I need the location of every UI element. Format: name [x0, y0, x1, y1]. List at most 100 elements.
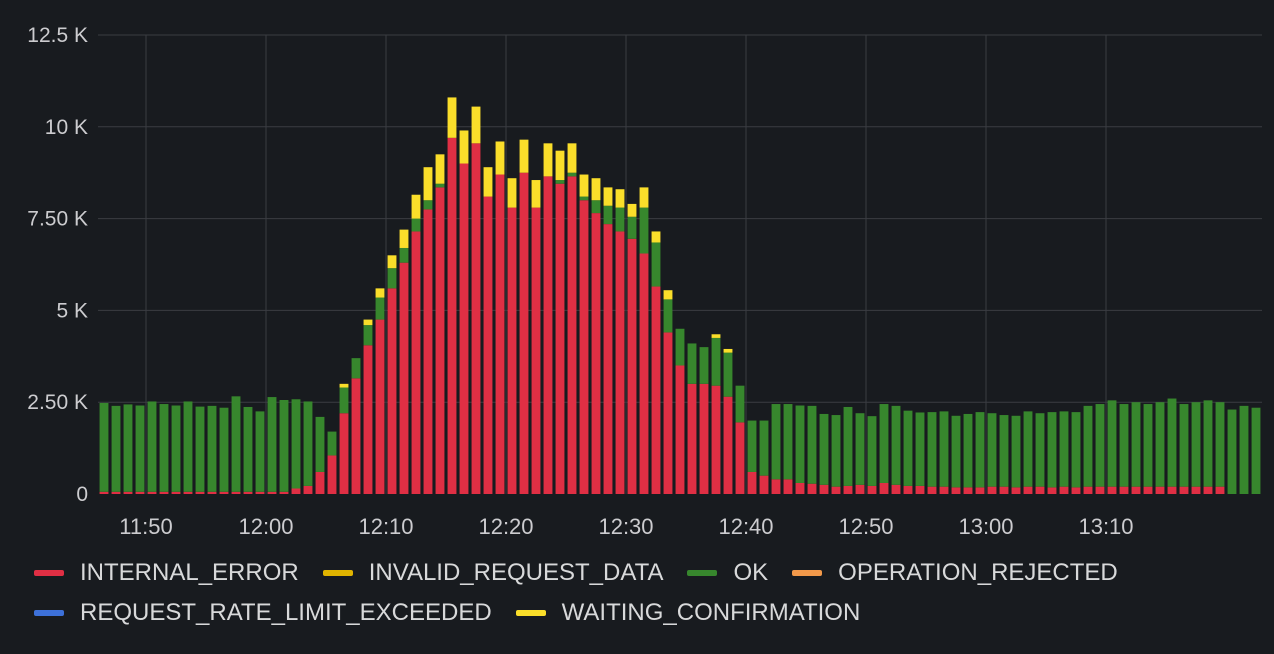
y-axis-ticks: 0 2.50 K 5 K 7.50 K 10 K 12.5 K — [27, 24, 88, 506]
bar-segment-internal-error — [915, 485, 925, 494]
bar-segment-ok — [663, 299, 673, 333]
bar-segment-ok — [159, 404, 169, 492]
bar-segment-internal-error — [111, 491, 121, 494]
legend-swatch — [34, 570, 64, 576]
bar-segment-waiting-confirmation — [459, 130, 469, 164]
bar-segment-internal-error — [1167, 486, 1177, 494]
bar-segment-ok — [771, 404, 781, 480]
legend-label: REQUEST_RATE_LIMIT_EXCEEDED — [80, 599, 492, 626]
bar-segment-waiting-confirmation — [723, 348, 733, 353]
bar-segment-ok — [219, 407, 229, 492]
bar-segment-internal-error — [771, 479, 781, 494]
bar-segment-internal-error — [123, 491, 133, 494]
legend-swatch — [34, 610, 64, 616]
legend-item[interactable]: WAITING_CONFIRMATION — [515, 599, 860, 626]
bar-segment-internal-error — [1107, 486, 1117, 494]
bar-segment-ok — [975, 412, 985, 488]
bar-segment-ok — [747, 420, 757, 472]
bar-segment-ok — [951, 415, 961, 488]
bar-segment-internal-error — [1203, 486, 1213, 494]
legend-item[interactable]: OPERATION_REJECTED — [792, 559, 1118, 586]
legend-swatch — [687, 570, 718, 576]
bar-segment-ok — [1215, 402, 1225, 487]
bar-segment-internal-error — [627, 238, 637, 494]
x-axis-ticks: 11:50 12:00 12:10 12:20 12:30 12:40 12:50 13:00… — [119, 514, 1133, 539]
bar-segment-internal-error — [1191, 486, 1201, 494]
bar-segment-waiting-confirmation — [615, 189, 625, 208]
bar-segment-internal-error — [855, 484, 865, 494]
bar-segment-waiting-confirmation — [591, 178, 601, 201]
legend-swatch — [515, 610, 546, 616]
bar-segment-internal-error — [459, 163, 469, 494]
legend-label: OK — [733, 559, 769, 586]
bar-segment-internal-error — [663, 332, 673, 494]
bar-segment-ok — [1071, 412, 1081, 488]
bar-segment-internal-error — [1047, 487, 1057, 494]
legend-label: INTERNAL_ERROR — [80, 559, 299, 586]
legend-item[interactable]: REQUEST_RATE_LIMIT_EXCEEDED — [34, 599, 492, 626]
bar-segment-ok — [1119, 404, 1129, 487]
bar-segment-ok — [1047, 412, 1057, 488]
bar-segment-internal-error — [411, 231, 421, 494]
y-tick-label: 10 K — [45, 116, 88, 139]
legend: INTERNAL_ERROR INVALID_REQUEST_DATA OK OPER… — [34, 559, 1264, 626]
bar-segment-internal-error — [963, 487, 973, 494]
bar-segment-ok — [1059, 411, 1069, 487]
bar-segment-internal-error — [279, 491, 289, 494]
x-tick-label: 11:50 — [119, 514, 172, 539]
bar-segment-ok — [399, 247, 409, 263]
bar-segment-internal-error — [219, 491, 229, 494]
bar-segment-internal-error — [675, 365, 685, 494]
bar-segment-ok — [279, 399, 289, 492]
legend-item[interactable]: OK — [687, 559, 769, 586]
bar-segment-ok — [1023, 411, 1033, 487]
bar-segment-internal-error — [1059, 486, 1069, 494]
bar-segment-internal-error — [435, 187, 445, 494]
bar-segment-ok — [567, 172, 577, 177]
bar-segment-internal-error — [159, 491, 169, 494]
bar-segment-internal-error — [735, 422, 745, 494]
bar-segment-ok — [1095, 404, 1105, 487]
bar-segment-ok — [807, 405, 817, 484]
bar-segment-ok — [879, 404, 889, 483]
bar-segment-ok — [1143, 404, 1153, 487]
bar-segment-internal-error — [615, 231, 625, 494]
bar-segment-waiting-confirmation — [495, 141, 505, 175]
bar-segment-waiting-confirmation — [543, 143, 553, 177]
bar-segment-internal-error — [387, 288, 397, 494]
bar-segment-internal-error — [447, 137, 457, 495]
bar-segment-ok — [675, 328, 685, 366]
bar-segment-ok — [111, 405, 121, 492]
bar-segment-ok — [1035, 413, 1045, 487]
bar-segment-waiting-confirmation — [435, 154, 445, 184]
bar-segment-ok — [339, 387, 349, 414]
bar-segment-internal-error — [375, 319, 385, 494]
bar-segment-internal-error — [879, 482, 889, 494]
bar-segment-ok — [183, 401, 193, 492]
bar-segment-internal-error — [327, 455, 337, 494]
bar-segment-ok — [99, 402, 109, 492]
bar-segment-internal-error — [495, 174, 505, 494]
grid-lines — [98, 34, 1262, 494]
bar-segment-internal-error — [519, 172, 529, 494]
y-tick-label: 2.50 K — [27, 391, 88, 414]
bar-segment-ok — [147, 401, 157, 492]
x-tick-label: 13:00 — [958, 514, 1013, 539]
bar-segment-internal-error — [483, 196, 493, 494]
bar-segment-internal-error — [423, 209, 433, 495]
legend-item[interactable]: INVALID_REQUEST_DATA — [322, 559, 663, 586]
legend-item[interactable]: INTERNAL_ERROR — [34, 559, 299, 586]
bar-segment-internal-error — [567, 176, 577, 494]
y-tick-label: 0 — [76, 483, 88, 506]
bar-segment-waiting-confirmation — [363, 319, 373, 326]
bar-segment-ok — [723, 352, 733, 397]
bar-segment-ok — [351, 358, 361, 379]
bar-segment-internal-error — [891, 484, 901, 494]
bar-segment-ok — [1251, 407, 1261, 494]
bar-segment-internal-error — [555, 183, 565, 494]
bar-segment-ok — [207, 405, 217, 492]
bar-segment-ok — [135, 405, 145, 492]
bar-segment-waiting-confirmation — [627, 203, 637, 217]
bar-segment-internal-error — [639, 253, 649, 494]
bar-segment-ok — [987, 413, 997, 487]
